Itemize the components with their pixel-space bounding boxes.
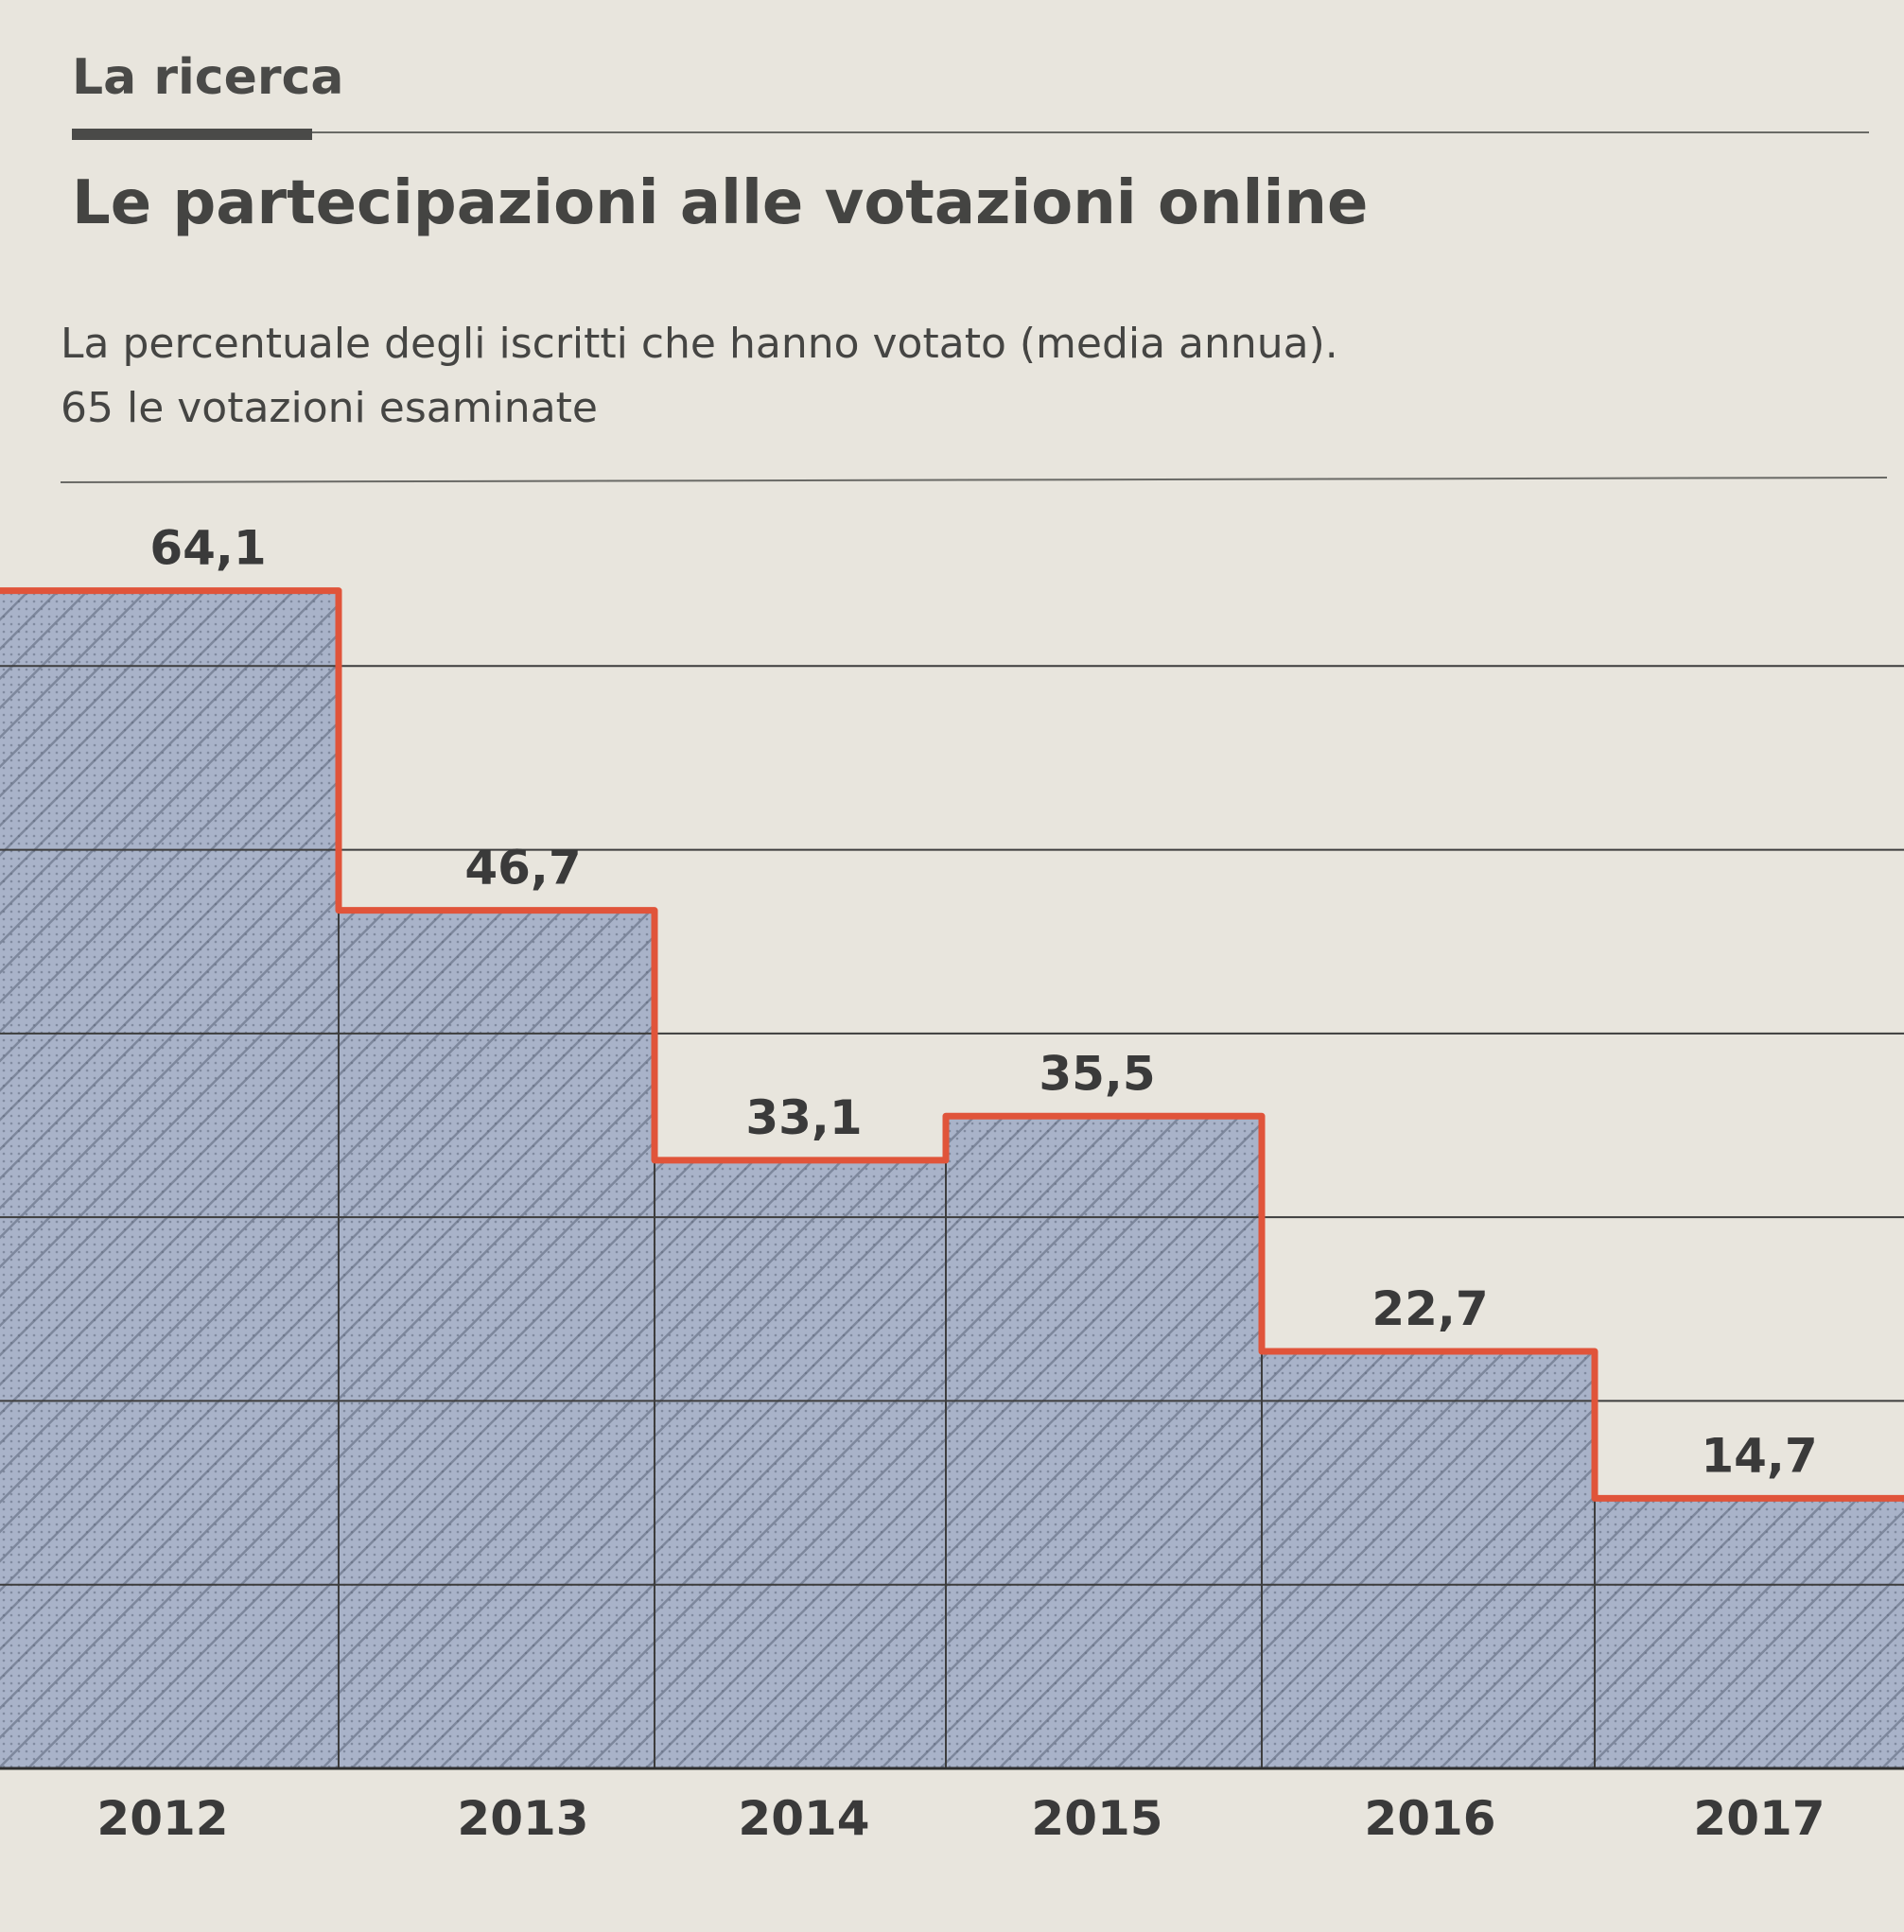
step-line xyxy=(0,587,1904,1502)
value-label-2015: 35,5 xyxy=(1039,1046,1155,1101)
area-texture-2014 xyxy=(655,1159,946,1768)
value-label-2016: 22,7 xyxy=(1371,1281,1488,1336)
x-tick-label-2014: 2014 xyxy=(738,1791,869,1846)
area-texture-2016 xyxy=(1262,1350,1595,1768)
area-texture-2017 xyxy=(1595,1498,1904,1768)
chart-subtitle: La percentuale degli iscritti che hanno … xyxy=(61,312,1810,441)
chart-title: Le partecipazioni alle votazioni online xyxy=(72,168,1369,238)
subtitle-line-2: 65 le votazioni esaminate xyxy=(61,384,598,432)
section-bar xyxy=(72,129,312,140)
area-texture-2013 xyxy=(339,910,655,1768)
subtitle-line-1: La percentuale degli iscritti che hanno … xyxy=(61,320,1338,368)
section-label: La ricerca xyxy=(72,49,344,106)
chart-top-rule xyxy=(60,477,1888,483)
area-texture-2015 xyxy=(946,1116,1262,1768)
x-tick-label-2015: 2015 xyxy=(1031,1791,1162,1846)
x-tick-label-2016: 2016 xyxy=(1364,1791,1495,1846)
value-label-2017: 14,7 xyxy=(1701,1428,1817,1483)
area-texture-2012 xyxy=(0,590,339,1768)
value-label-2012: 64,1 xyxy=(149,521,266,576)
value-label-2014: 33,1 xyxy=(745,1090,862,1145)
value-label-2013: 46,7 xyxy=(464,841,581,896)
section-rule xyxy=(72,131,1869,133)
x-tick-label-2013: 2013 xyxy=(457,1791,588,1846)
x-tick-label-2017: 2017 xyxy=(1693,1791,1825,1846)
x-tick-label-2012: 2012 xyxy=(96,1791,228,1846)
